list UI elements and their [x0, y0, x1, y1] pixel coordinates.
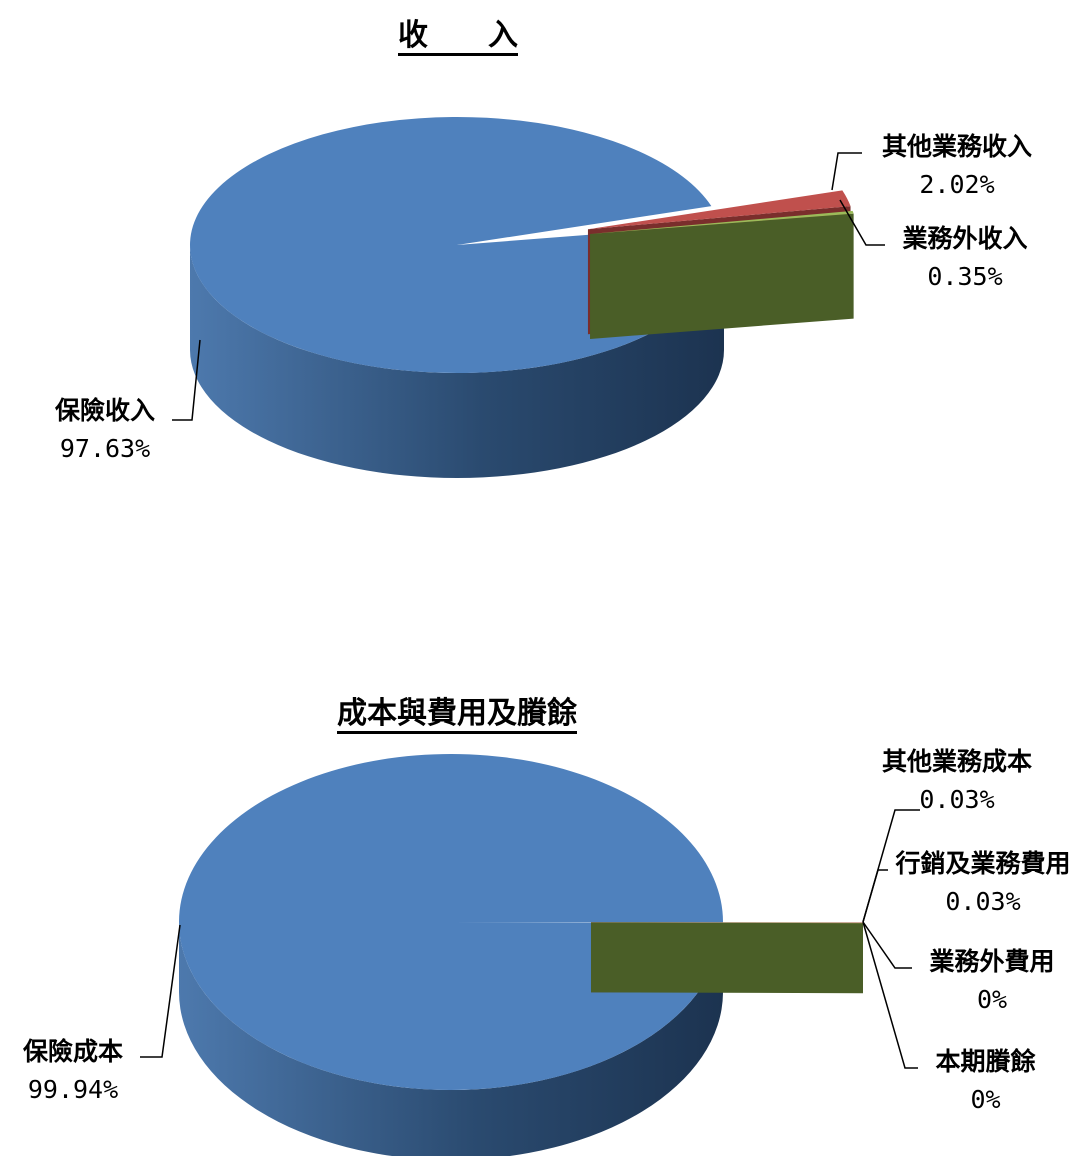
slice-label-insurance-income: 保險收入 97.63% [40, 392, 170, 468]
leader-line-6 [862, 869, 888, 923]
pie-slice-1-side [190, 245, 724, 478]
slice-label-insurance-cost: 保險成本 99.94% [8, 1033, 138, 1109]
leader-line-1 [172, 339, 201, 421]
slice-label-marketing-expense: 行銷及業務費用 0.03% [888, 845, 1078, 921]
cost-chart-title: 成本與費用及賸餘 [337, 696, 577, 731]
pie-slice-2-top [590, 922, 863, 923]
slice-percent: 99.94% [27, 1075, 119, 1104]
pie-slice-3-edge [590, 922, 863, 994]
leader-lines [140, 152, 920, 1069]
pie-slice-3-top [590, 210, 854, 234]
slice-label-other-business-cost: 其他業務成本 0.03% [862, 743, 1052, 819]
leader-line-8 [862, 921, 918, 1069]
pie-slice-3-top [590, 922, 863, 924]
slice-label-non-business-income: 業務外收入 0.35% [885, 220, 1045, 296]
income-chart-title: 收 入 [398, 18, 518, 53]
slice-name: 保險收入 [54, 396, 155, 425]
slice-percent: 0.35% [927, 262, 1003, 291]
slice-percent: 0.03% [945, 887, 1021, 916]
leader-line-2 [831, 152, 862, 191]
slice-name: 保險成本 [22, 1037, 123, 1066]
slice-name: 其他業務收入 [881, 132, 1032, 161]
slice-name: 行銷及業務費用 [895, 849, 1071, 878]
pie-slice-3-edge [590, 213, 854, 339]
slice-percent: 97.63% [59, 434, 151, 463]
slice-percent: 0% [976, 985, 1008, 1014]
slice-label-current-surplus: 本期賸餘 0% [918, 1043, 1053, 1119]
pie-slice-2-top [587, 190, 851, 230]
slice-name: 本期賸餘 [935, 1047, 1036, 1076]
cost-pie [179, 753, 863, 1156]
slice-label-other-business-income: 其他業務收入 2.02% [862, 128, 1052, 204]
slice-name: 其他業務成本 [881, 747, 1032, 776]
slice-name: 業務外費用 [929, 947, 1055, 976]
pie-slice-1-top [179, 753, 724, 1090]
leader-line-4 [140, 924, 181, 1058]
slice-percent: 0.03% [919, 785, 995, 814]
slice-label-non-business-expense: 業務外費用 0% [912, 943, 1072, 1019]
leader-line-7 [862, 921, 912, 969]
slice-name: 業務外收入 [902, 224, 1028, 253]
leader-line-3 [839, 199, 885, 246]
slice-percent: 0% [970, 1085, 1001, 1114]
pie-slice-1-side [179, 922, 723, 1156]
slice-percent: 2.02% [919, 170, 995, 199]
income-pie [189, 116, 854, 478]
